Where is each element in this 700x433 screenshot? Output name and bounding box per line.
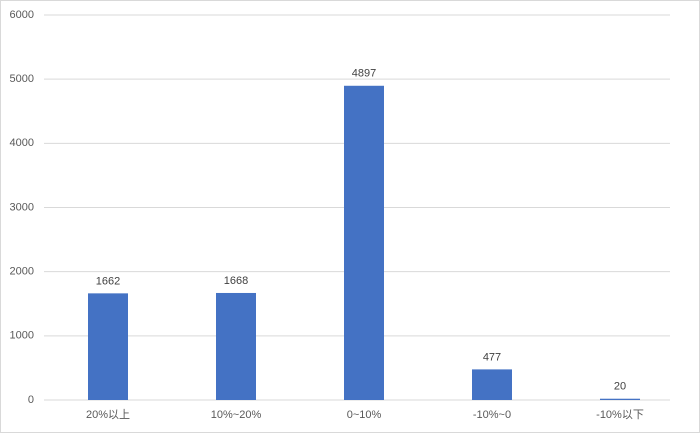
data-label: 1662 bbox=[96, 275, 120, 287]
bar bbox=[88, 293, 128, 400]
y-tick-label: 2000 bbox=[10, 266, 34, 278]
y-tick-label: 1000 bbox=[10, 330, 34, 342]
y-tick-label: 4000 bbox=[10, 137, 34, 149]
y-tick-label: 5000 bbox=[10, 73, 34, 85]
y-tick-label: 0 bbox=[28, 394, 34, 406]
x-tick-label: 10%~20% bbox=[211, 409, 262, 421]
data-label: 20 bbox=[614, 381, 626, 393]
data-label: 477 bbox=[483, 351, 501, 363]
bar bbox=[216, 292, 256, 400]
x-tick-label: -10%以下 bbox=[596, 409, 644, 421]
y-tick-label: 6000 bbox=[10, 9, 34, 21]
y-tick-label: 3000 bbox=[10, 201, 34, 213]
data-label: 4897 bbox=[352, 68, 376, 80]
bar bbox=[600, 398, 640, 400]
x-tick-label: 0~10% bbox=[347, 409, 382, 421]
x-tick-label: -10%~0 bbox=[473, 409, 511, 421]
bar bbox=[472, 369, 512, 400]
x-tick-label: 20%以上 bbox=[86, 408, 130, 421]
bar bbox=[344, 85, 384, 401]
data-label: 1668 bbox=[224, 275, 248, 287]
